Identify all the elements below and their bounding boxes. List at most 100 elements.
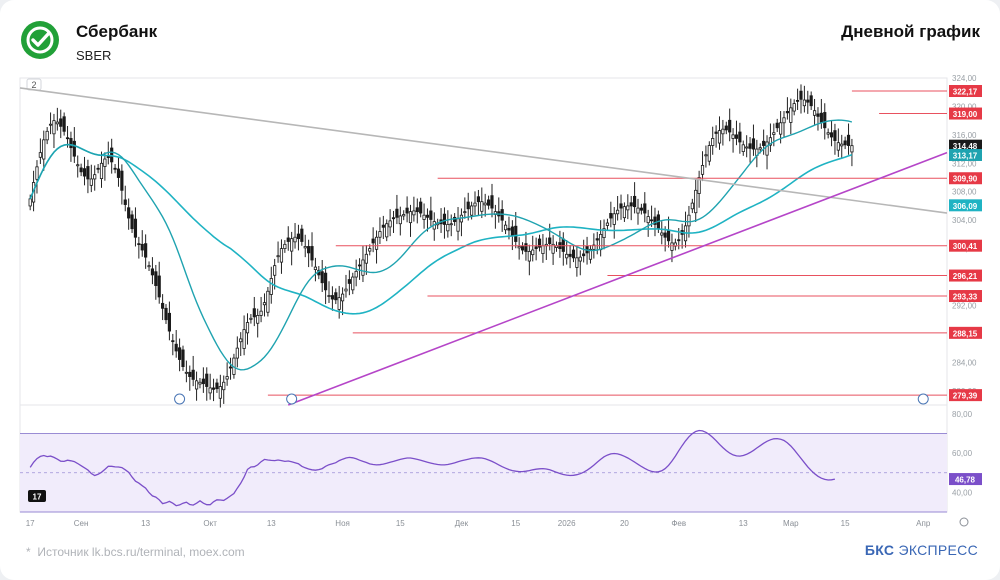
candle-body [816, 113, 820, 117]
candle [354, 259, 358, 287]
level-label: 293,33 [953, 293, 978, 302]
candle-body [714, 131, 718, 134]
candle-body [480, 201, 484, 212]
candle-body [408, 211, 413, 224]
candle-body [473, 202, 477, 207]
candle [147, 261, 151, 272]
ma-fast-path [29, 119, 853, 371]
candle-body [337, 297, 341, 310]
candle [734, 120, 739, 146]
candle-body [487, 199, 491, 206]
candle-body [171, 340, 175, 343]
candle-body [381, 224, 385, 228]
candle-body [89, 178, 93, 186]
candle [531, 235, 535, 262]
level-tag [949, 389, 982, 402]
candle [398, 206, 402, 236]
candle [609, 201, 613, 228]
candle [537, 234, 542, 252]
candle-body [616, 209, 620, 215]
candle-body [565, 253, 569, 259]
candle [565, 240, 569, 265]
candle-body [283, 243, 287, 250]
candle [697, 170, 701, 208]
candle [826, 128, 830, 139]
candle [405, 196, 409, 223]
candle-body [123, 199, 127, 205]
candle-body [300, 228, 304, 242]
ma-slow-line [29, 143, 853, 315]
candle [836, 128, 840, 157]
candle [829, 121, 834, 147]
candle-body [198, 381, 202, 385]
candle [167, 301, 171, 341]
candle-body [609, 213, 613, 219]
candle-body [320, 271, 324, 284]
candle-body [826, 132, 830, 135]
candle-body [181, 349, 185, 368]
candle-body [307, 246, 311, 254]
candle-body [731, 134, 735, 139]
candle-body [235, 347, 239, 359]
x-tick-label: 15 [511, 519, 520, 528]
candle [714, 125, 718, 148]
candle-body [279, 248, 284, 263]
candle [612, 207, 616, 239]
candle-body [551, 243, 555, 254]
candle-body [45, 130, 49, 141]
price-tick-label: 308,00 [952, 188, 977, 197]
candle-body [340, 293, 345, 302]
price-tick-label: 304,00 [952, 216, 977, 225]
ma-slow-tag-label: 306,09 [953, 202, 978, 211]
candle-body [779, 122, 783, 135]
candle [582, 239, 586, 263]
candle [347, 270, 351, 296]
candle-body [351, 276, 355, 291]
candle [605, 218, 610, 230]
candle [412, 196, 416, 222]
candle-body [524, 243, 528, 252]
candle [378, 217, 382, 244]
candle-body [391, 217, 396, 220]
candle-body [833, 130, 837, 141]
candle-body [792, 103, 796, 112]
candle-body [252, 308, 256, 318]
candle [619, 194, 623, 220]
candle-body [211, 387, 216, 390]
settings-icon [959, 517, 969, 527]
candle-body [388, 220, 392, 228]
candle [62, 112, 66, 136]
rsi-line [29, 429, 836, 507]
candle-body [762, 140, 766, 146]
candle [765, 135, 769, 170]
candle-body [28, 198, 32, 207]
candle-body [649, 219, 654, 222]
company-name: Сбербанк [76, 22, 158, 41]
candle [69, 131, 73, 162]
candle [290, 231, 294, 266]
level-tag [949, 172, 982, 185]
price-tick-label: 292,00 [952, 301, 977, 310]
candle-body [717, 130, 722, 144]
candle-body [745, 146, 749, 149]
candle [113, 164, 117, 174]
ma-slow-path [29, 143, 853, 315]
candle [578, 250, 582, 276]
candle [96, 164, 100, 174]
candle [422, 203, 426, 229]
candle [588, 245, 593, 264]
rsi-current-tag [949, 473, 982, 486]
candle [449, 214, 453, 237]
candle [52, 113, 56, 149]
candle [558, 230, 562, 258]
candle-body [354, 270, 358, 278]
candle-body [503, 224, 508, 231]
levels-group: 322,17 319,00 309,90 300,41 296,21 293,33 288,… [267, 85, 982, 402]
candle-body [242, 329, 246, 349]
x-tick-label: Фев [671, 519, 686, 528]
candle [303, 234, 307, 258]
candle-body [161, 302, 165, 309]
candle [286, 226, 290, 251]
price-gridlines: 324,00 320,00 316,00 312,00 308,00 304,00 300,… [952, 74, 977, 396]
candle-body [249, 317, 253, 320]
